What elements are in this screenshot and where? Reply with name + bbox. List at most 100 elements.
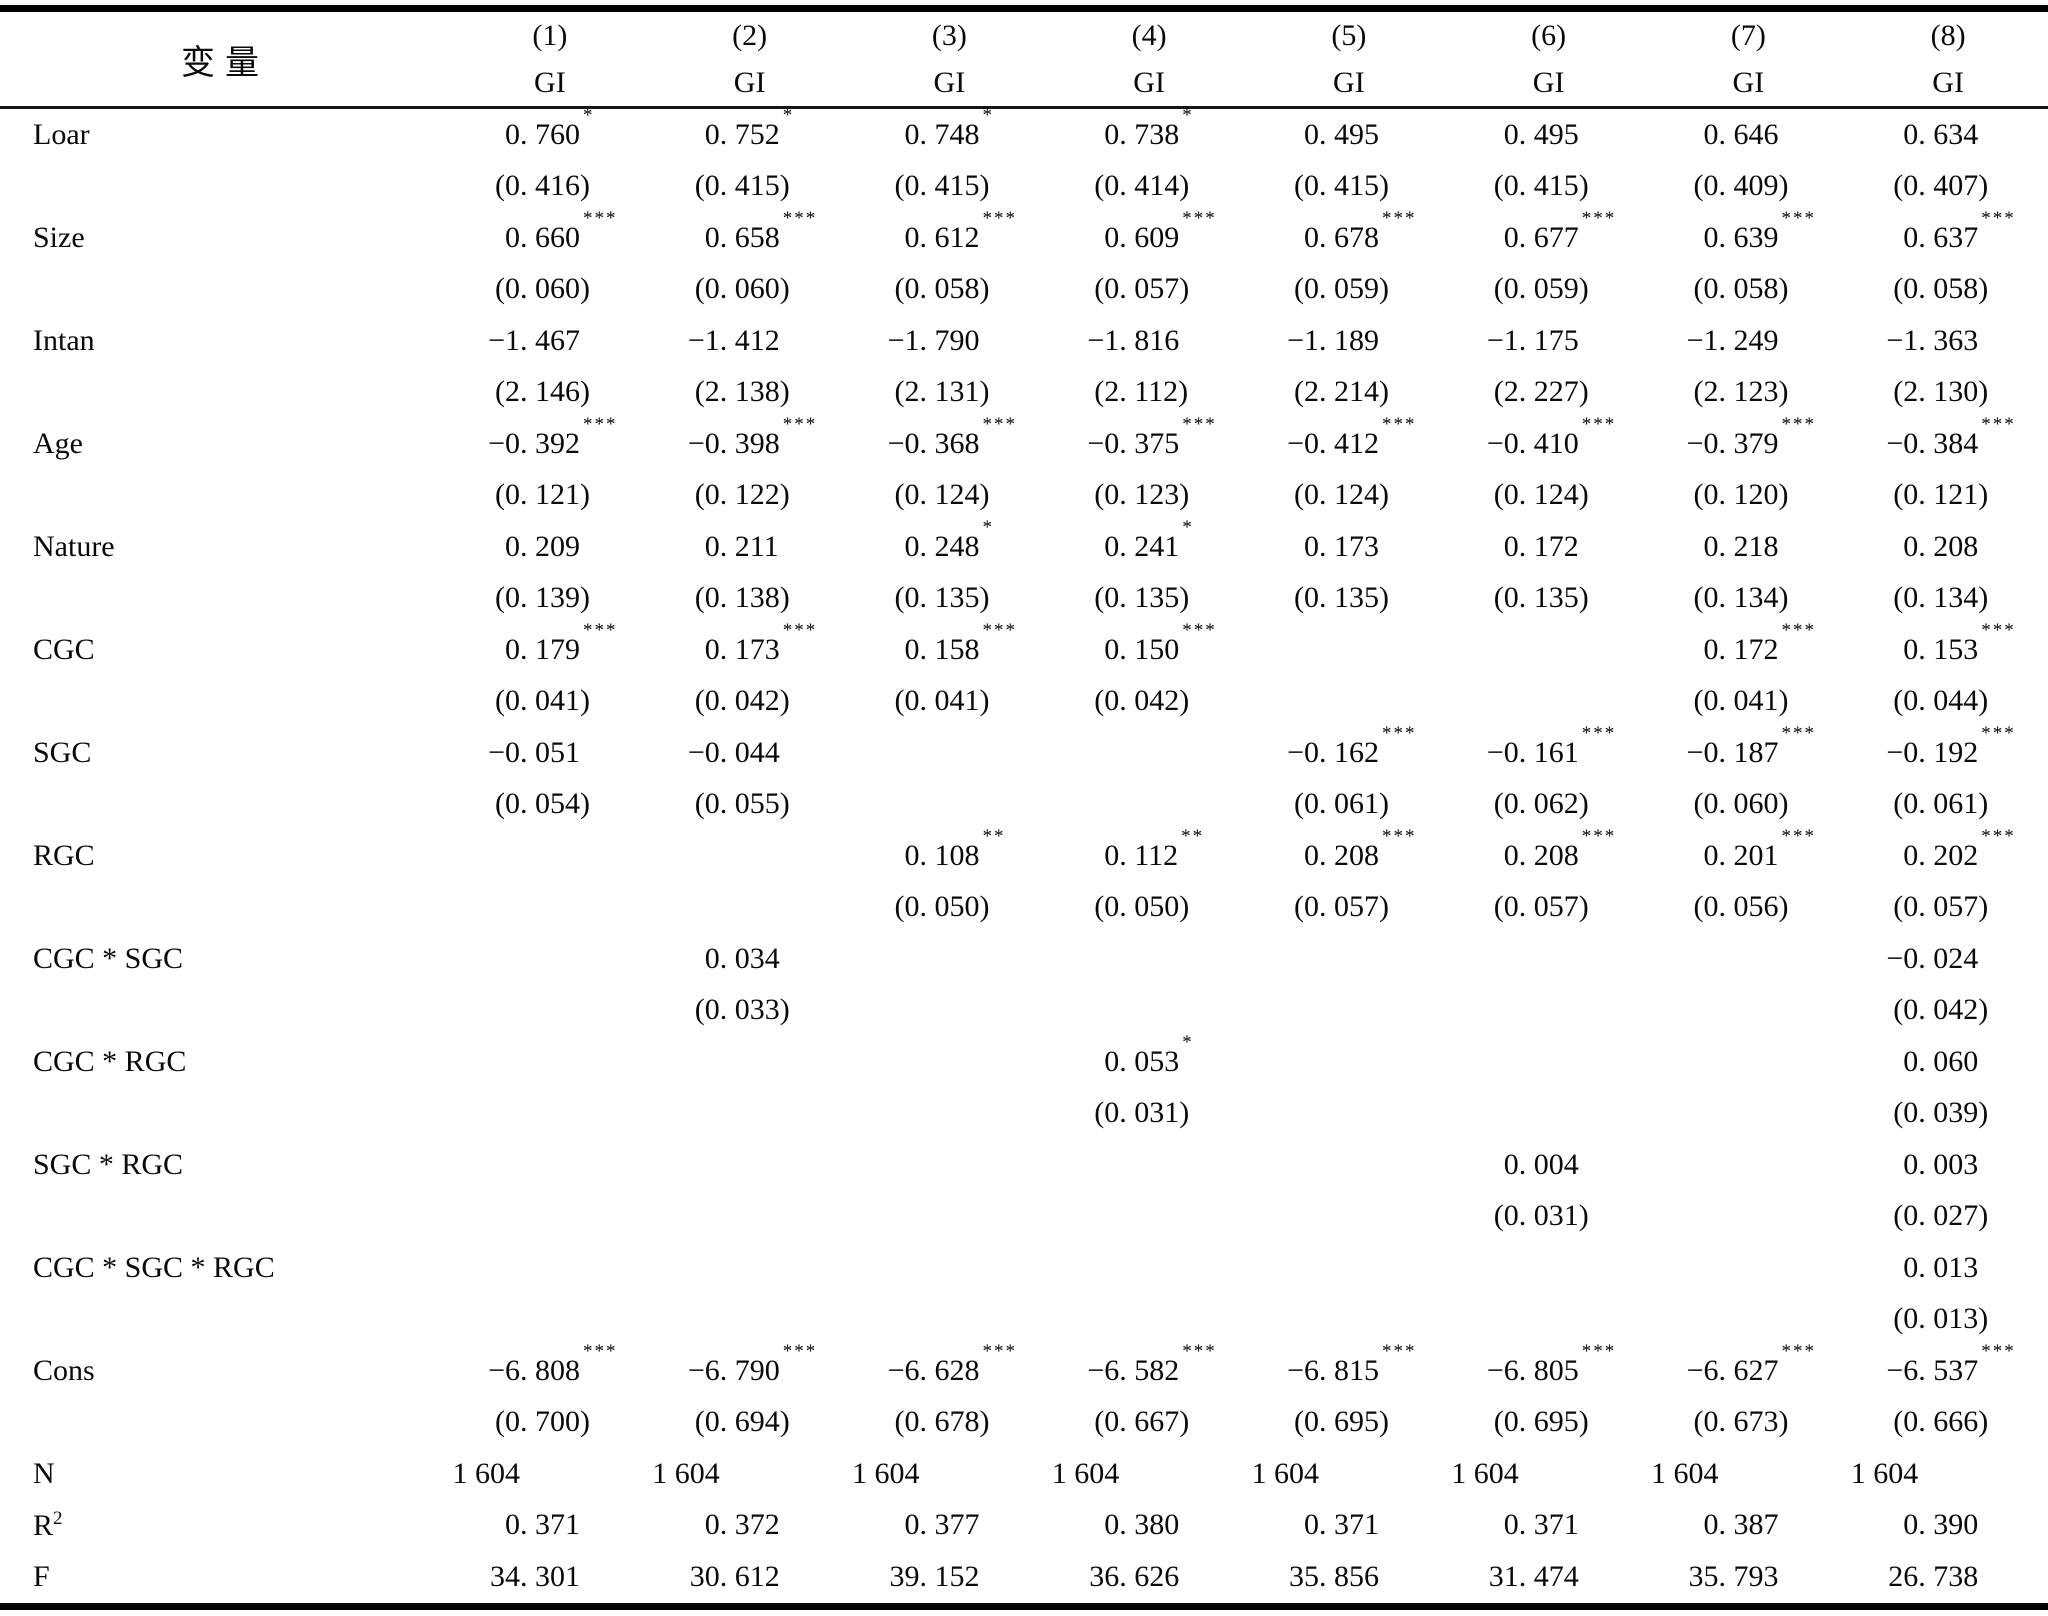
standard-error-cell: (0. 407) <box>1848 169 2048 203</box>
model-number: (2) <box>732 18 768 52</box>
number-fraction-part: . 042) <box>1119 684 1190 718</box>
number-integer-part: −0 <box>1686 427 1719 461</box>
number-fraction-part: . 134) <box>1918 581 1989 615</box>
number-fraction-part: . 412 <box>719 323 780 357</box>
number-fraction-part: . 700) <box>520 1405 590 1439</box>
coefficient-cell: 0. 646 <box>1649 118 1849 152</box>
standard-error-cell: (0. 416) <box>450 169 650 203</box>
standard-error-cell: (0. 122) <box>650 478 850 512</box>
number-integer-part: 0 <box>1304 529 1319 563</box>
coefficient-cell: 0. 208*** <box>1249 826 1449 873</box>
standard-error-line: (0. 031) (0. 039) <box>0 1088 2048 1140</box>
number-integer-part: (0 <box>1493 169 1519 203</box>
row-label: RGC <box>33 838 95 872</box>
standard-error-cell: (0. 057) <box>1848 890 2048 924</box>
number-fraction-part: . 612*** <box>919 208 1017 255</box>
number-fraction-part: . 124) <box>919 478 990 512</box>
stat-label: N <box>33 1456 55 1490</box>
number-fraction-part: . 034 <box>719 941 780 975</box>
standard-error-cell: (0. 060) <box>450 272 650 306</box>
standard-error-cell: (0. 058) <box>1848 272 2048 306</box>
number-integer-part: −1 <box>1686 323 1719 357</box>
number-integer-part: 0 <box>904 839 920 873</box>
significance-stars: *** <box>1581 208 1617 230</box>
dependent-variable-label: GI <box>1532 65 1565 99</box>
coefficient-cell: −0. 024 <box>1848 942 2048 976</box>
coefficient-cell: 0. 003 <box>1848 1148 2048 1182</box>
number-integer-part: (0 <box>1294 890 1319 924</box>
number-fraction-part: . 793 <box>1718 1559 1779 1593</box>
stat-value-cell: 1 604 <box>1848 1457 2048 1491</box>
significance-stars: *** <box>583 620 618 642</box>
standard-error-cell: (0. 059) <box>1449 272 1649 306</box>
coefficient-cell: 0. 208*** <box>1449 826 1649 873</box>
significance-stars: *** <box>982 414 1017 436</box>
standard-error-cell: (0. 044) <box>1848 684 2048 718</box>
coefficient-cell: 0. 108** <box>850 826 1050 873</box>
coefficient-cell: 0. 677*** <box>1449 208 1649 255</box>
number-integer-part: 0 <box>1903 1147 1919 1181</box>
number-fraction-part: . 054) <box>520 787 590 821</box>
coefficient-cell: 0. 218 <box>1649 530 1849 564</box>
coefficient-cell: 0. 748* <box>850 105 1050 152</box>
stat-label: R2 <box>33 1507 63 1542</box>
significance-stars: *** <box>1382 1341 1417 1363</box>
significance-stars: *** <box>1981 208 2016 230</box>
number-integer-part: (0 <box>894 272 920 306</box>
number-fraction-part: . 805*** <box>1518 1341 1617 1388</box>
number-fraction-part: . 201*** <box>1718 826 1816 873</box>
significance-stars: *** <box>1182 1341 1217 1363</box>
standard-error-cell: (0. 041) <box>450 684 650 718</box>
coefficient-cell: 0. 179*** <box>450 620 650 667</box>
number-integer-part: (0 <box>1693 787 1719 821</box>
number-integer-part: (0 <box>694 787 720 821</box>
standard-error-cell: (0. 042) <box>650 684 850 718</box>
number-fraction-part: . 041) <box>919 684 990 718</box>
row-label: CGC <box>33 632 95 666</box>
number-fraction-part: . 173*** <box>719 620 818 667</box>
number-fraction-part: . 760* <box>520 105 595 152</box>
number-fraction-part: . 790 <box>919 323 980 357</box>
number-integer-part: (0 <box>1893 1199 1919 1233</box>
significance-stars: *** <box>1781 414 1816 436</box>
number-fraction-part: . 050) <box>919 890 990 924</box>
coefficient-cell: 0. 639*** <box>1649 208 1849 255</box>
number-integer-part: 30 <box>689 1559 720 1593</box>
number-fraction-part: . 124) <box>1518 478 1589 512</box>
number-integer-part: 0 <box>904 633 920 667</box>
standard-error-cell: (0. 124) <box>1449 478 1649 512</box>
standard-error-line: (0. 054) (0. 055) (0. 061) (0. 062) (0. 060)… <box>0 779 2048 831</box>
coefficient-cell: −0. 412*** <box>1249 414 1449 461</box>
coefficient-cell: −0. 384*** <box>1848 414 2048 461</box>
coefficient-cell: 0. 053* <box>1049 1032 1249 1079</box>
row-label: CGC * SGC * RGC <box>33 1250 275 1284</box>
number-integer-part: 0 <box>704 529 720 563</box>
number-integer-part: (0 <box>1693 581 1719 615</box>
significance-stars: ** <box>1181 826 1205 848</box>
number-fraction-part: . 202*** <box>1918 826 2016 873</box>
number-fraction-part: . 060) <box>719 272 790 306</box>
number-fraction-part: . 062) <box>1518 787 1589 821</box>
number-integer-part: (0 <box>1693 684 1719 718</box>
coefficient-cell: 0. 060 <box>1848 1045 2048 1079</box>
significance-stars: *** <box>1981 620 2016 642</box>
number-fraction-part: . 738 <box>1918 1559 1979 1593</box>
number-integer-part: (0 <box>1893 787 1919 821</box>
significance-stars: *** <box>1581 723 1617 745</box>
significance-stars: *** <box>1182 208 1217 230</box>
number-fraction-part: . 031) <box>1518 1199 1589 1233</box>
number-fraction-part: . 474 <box>1518 1559 1579 1593</box>
coefficient-cell: −0. 392*** <box>450 414 650 461</box>
standard-error-cell: (0. 027) <box>1848 1199 2048 1233</box>
stat-value-cell: 1 604 <box>1049 1457 1249 1491</box>
stat-value-cell: 1 604 <box>650 1457 850 1491</box>
standard-error-cell: (0. 033) <box>650 993 850 1027</box>
number-fraction-part: . 039) <box>1918 1096 1989 1130</box>
table-header: 变量 (1) GI (2) GI (3) GI (4) GI (5) GI (6) GI (7) GI (8… <box>0 12 2048 106</box>
standard-error-cell: (0. 013) <box>1848 1302 2048 1336</box>
standard-error-cell: (0. 031) <box>1449 1199 1649 1233</box>
standard-error-cell: (0. 415) <box>1249 169 1449 203</box>
number-fraction-part: . 056) <box>1718 890 1789 924</box>
number-integer-part: (0 <box>694 684 720 718</box>
